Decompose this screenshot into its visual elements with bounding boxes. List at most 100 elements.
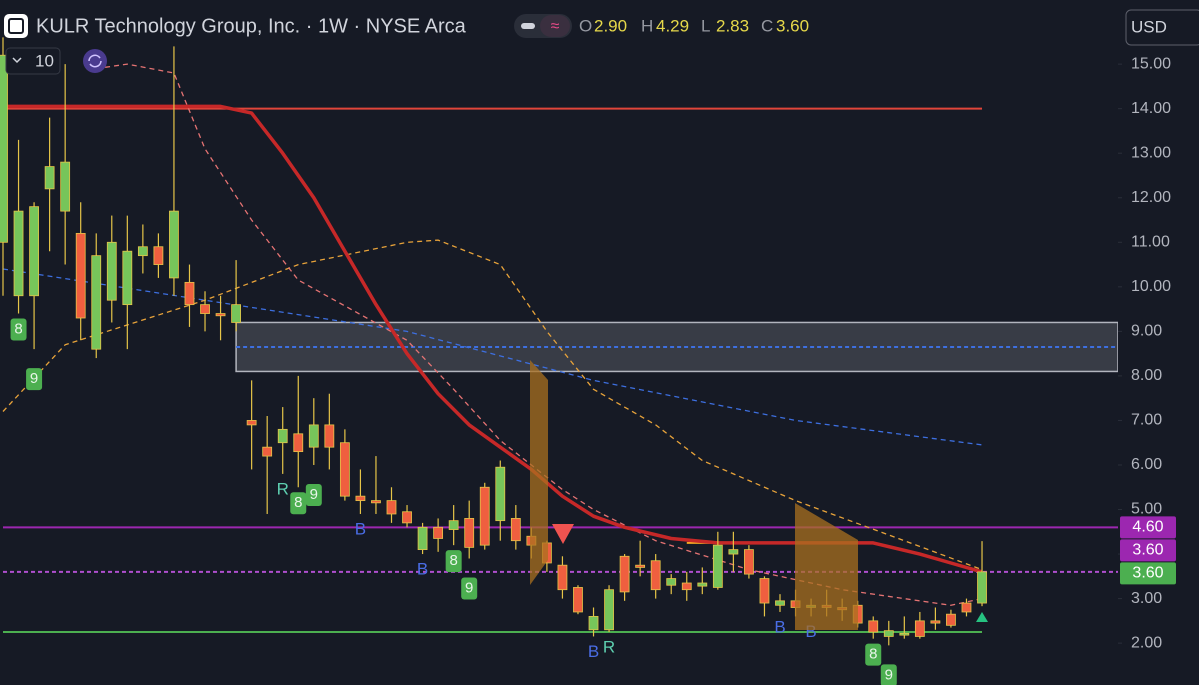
candle-body (293, 433, 304, 453)
count-label: 9 (885, 666, 893, 683)
toggle-icon (521, 23, 535, 29)
y-tick-label: 15.00 (1131, 55, 1171, 72)
count-badge (10, 318, 27, 341)
price-label-box (1120, 539, 1176, 562)
signal-letter: B (774, 617, 785, 636)
candle-body (619, 555, 630, 593)
logo-mark (8, 18, 24, 34)
candle-body (44, 166, 55, 190)
buy-arrow (976, 612, 988, 622)
candle-body (946, 613, 956, 626)
y-tick-label: 12.00 (1131, 189, 1171, 206)
count-badge (305, 483, 322, 506)
candle-body (464, 518, 475, 548)
price-label: 4.60 (1132, 519, 1163, 536)
candle-body (13, 210, 24, 297)
toggle-icon: ≈ (551, 18, 560, 35)
candle-body (215, 313, 226, 317)
candle-body (60, 161, 71, 212)
candle-body (106, 241, 117, 301)
overlay-line (2, 239, 983, 571)
interval-count: 10 (35, 51, 54, 70)
candle-body (277, 428, 288, 444)
candle-body (883, 630, 894, 637)
candle-body (386, 500, 397, 515)
candle-body (231, 304, 242, 323)
signal-letter: B (805, 622, 816, 641)
candle-body (868, 620, 879, 633)
currency: USD (1131, 17, 1167, 36)
projection-box (530, 360, 548, 585)
y-tick-label: 10.00 (1131, 278, 1171, 295)
signal-letter: B (588, 642, 599, 661)
candle-body (557, 564, 568, 591)
candle-body (697, 582, 708, 587)
sell-arrow (552, 524, 574, 544)
overlay-line (96, 63, 983, 606)
candle-body (29, 206, 39, 297)
candle-body (914, 620, 925, 637)
candle-body (495, 466, 506, 522)
candle-body (200, 304, 210, 314)
interval-box[interactable] (5, 47, 61, 75)
y-tick-label: 2.00 (1131, 634, 1162, 651)
candle-body (479, 486, 490, 546)
projection-box (795, 503, 858, 630)
candle-body (137, 246, 148, 257)
candle-body (448, 520, 459, 530)
count-label: 8 (869, 646, 877, 663)
overlay-line (2, 268, 983, 446)
candle-body (604, 589, 614, 631)
price-label: 3.60 (1132, 542, 1163, 559)
signal-letter: B (355, 519, 366, 538)
count-badge (865, 643, 882, 666)
toggle-icon (540, 15, 570, 37)
candle-body (246, 420, 257, 426)
candle-body (153, 246, 164, 265)
y-tick-label: 11.00 (1131, 234, 1170, 251)
count-label: 8 (294, 494, 302, 511)
signal-letter: R (603, 637, 615, 656)
ohlc-value: 2.83 (716, 16, 749, 35)
candle-body (899, 632, 910, 636)
count-label: 9 (465, 579, 473, 596)
decor (530, 360, 988, 630)
candle-body (371, 500, 381, 504)
ohlc-key: C (761, 16, 773, 35)
candle-body (728, 549, 739, 555)
candle-body (510, 518, 521, 542)
candle-body (308, 424, 319, 448)
candle-body (759, 578, 770, 604)
candle-body (433, 526, 444, 539)
candle-body (666, 578, 677, 586)
count-badge (461, 577, 478, 600)
candle-body (961, 602, 972, 613)
candle-body (588, 616, 599, 631)
y-tick-label: 5.00 (1131, 501, 1162, 518)
refresh-button[interactable] (83, 49, 107, 73)
zone (235, 321, 1119, 373)
currency-box[interactable] (1125, 9, 1199, 46)
ohlc-key: O (579, 16, 592, 35)
candle-body (417, 526, 428, 551)
y-tick-label: 8.00 (1131, 367, 1162, 384)
candle-body (744, 549, 754, 575)
candle-body (184, 281, 195, 306)
ohlc-value: 3.60 (776, 16, 809, 35)
y-axis: 2.003.004.005.006.007.008.009.0010.0011.… (1118, 55, 1176, 651)
candle-body (402, 511, 412, 524)
y-tick-label: 6.00 (1131, 456, 1162, 473)
candle-body (635, 564, 646, 568)
candle-body (324, 424, 335, 448)
logo (4, 14, 28, 38)
y-tick-label: 13.00 (1131, 144, 1171, 161)
price-label-box (1120, 562, 1176, 585)
candle-body (91, 255, 102, 350)
candle-body (930, 620, 941, 624)
ohlc-value: 4.29 (656, 16, 689, 35)
candle-body (977, 571, 987, 604)
candle-body (75, 232, 86, 319)
